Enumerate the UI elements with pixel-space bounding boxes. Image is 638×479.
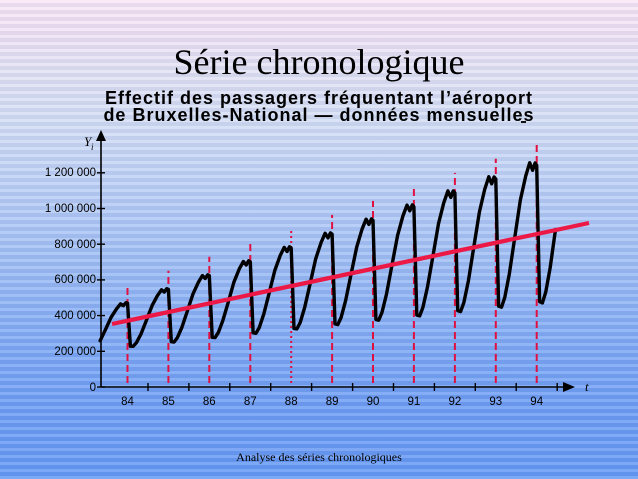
svg-text:i: i xyxy=(91,142,94,152)
svg-text:1 000 000: 1 000 000 xyxy=(45,203,96,215)
svg-text:86: 86 xyxy=(203,396,216,408)
svg-text:t: t xyxy=(585,379,589,394)
svg-text:90: 90 xyxy=(367,396,380,408)
svg-text:200 000: 200 000 xyxy=(54,346,96,358)
svg-text:88: 88 xyxy=(285,396,298,408)
svg-text:85: 85 xyxy=(162,396,175,408)
svg-text:93: 93 xyxy=(489,396,502,408)
svg-text:87: 87 xyxy=(244,396,257,408)
svg-text:94: 94 xyxy=(530,396,543,408)
svg-text:400 000: 400 000 xyxy=(54,310,96,322)
svg-text:600 000: 600 000 xyxy=(54,274,96,286)
svg-text:0: 0 xyxy=(90,382,96,394)
svg-text:1 200 000: 1 200 000 xyxy=(45,167,96,179)
svg-text:800 000: 800 000 xyxy=(54,239,96,251)
svg-text:92: 92 xyxy=(449,396,462,408)
svg-text:91: 91 xyxy=(408,396,421,408)
svg-text:89: 89 xyxy=(326,396,339,408)
svg-text:84: 84 xyxy=(121,396,134,408)
